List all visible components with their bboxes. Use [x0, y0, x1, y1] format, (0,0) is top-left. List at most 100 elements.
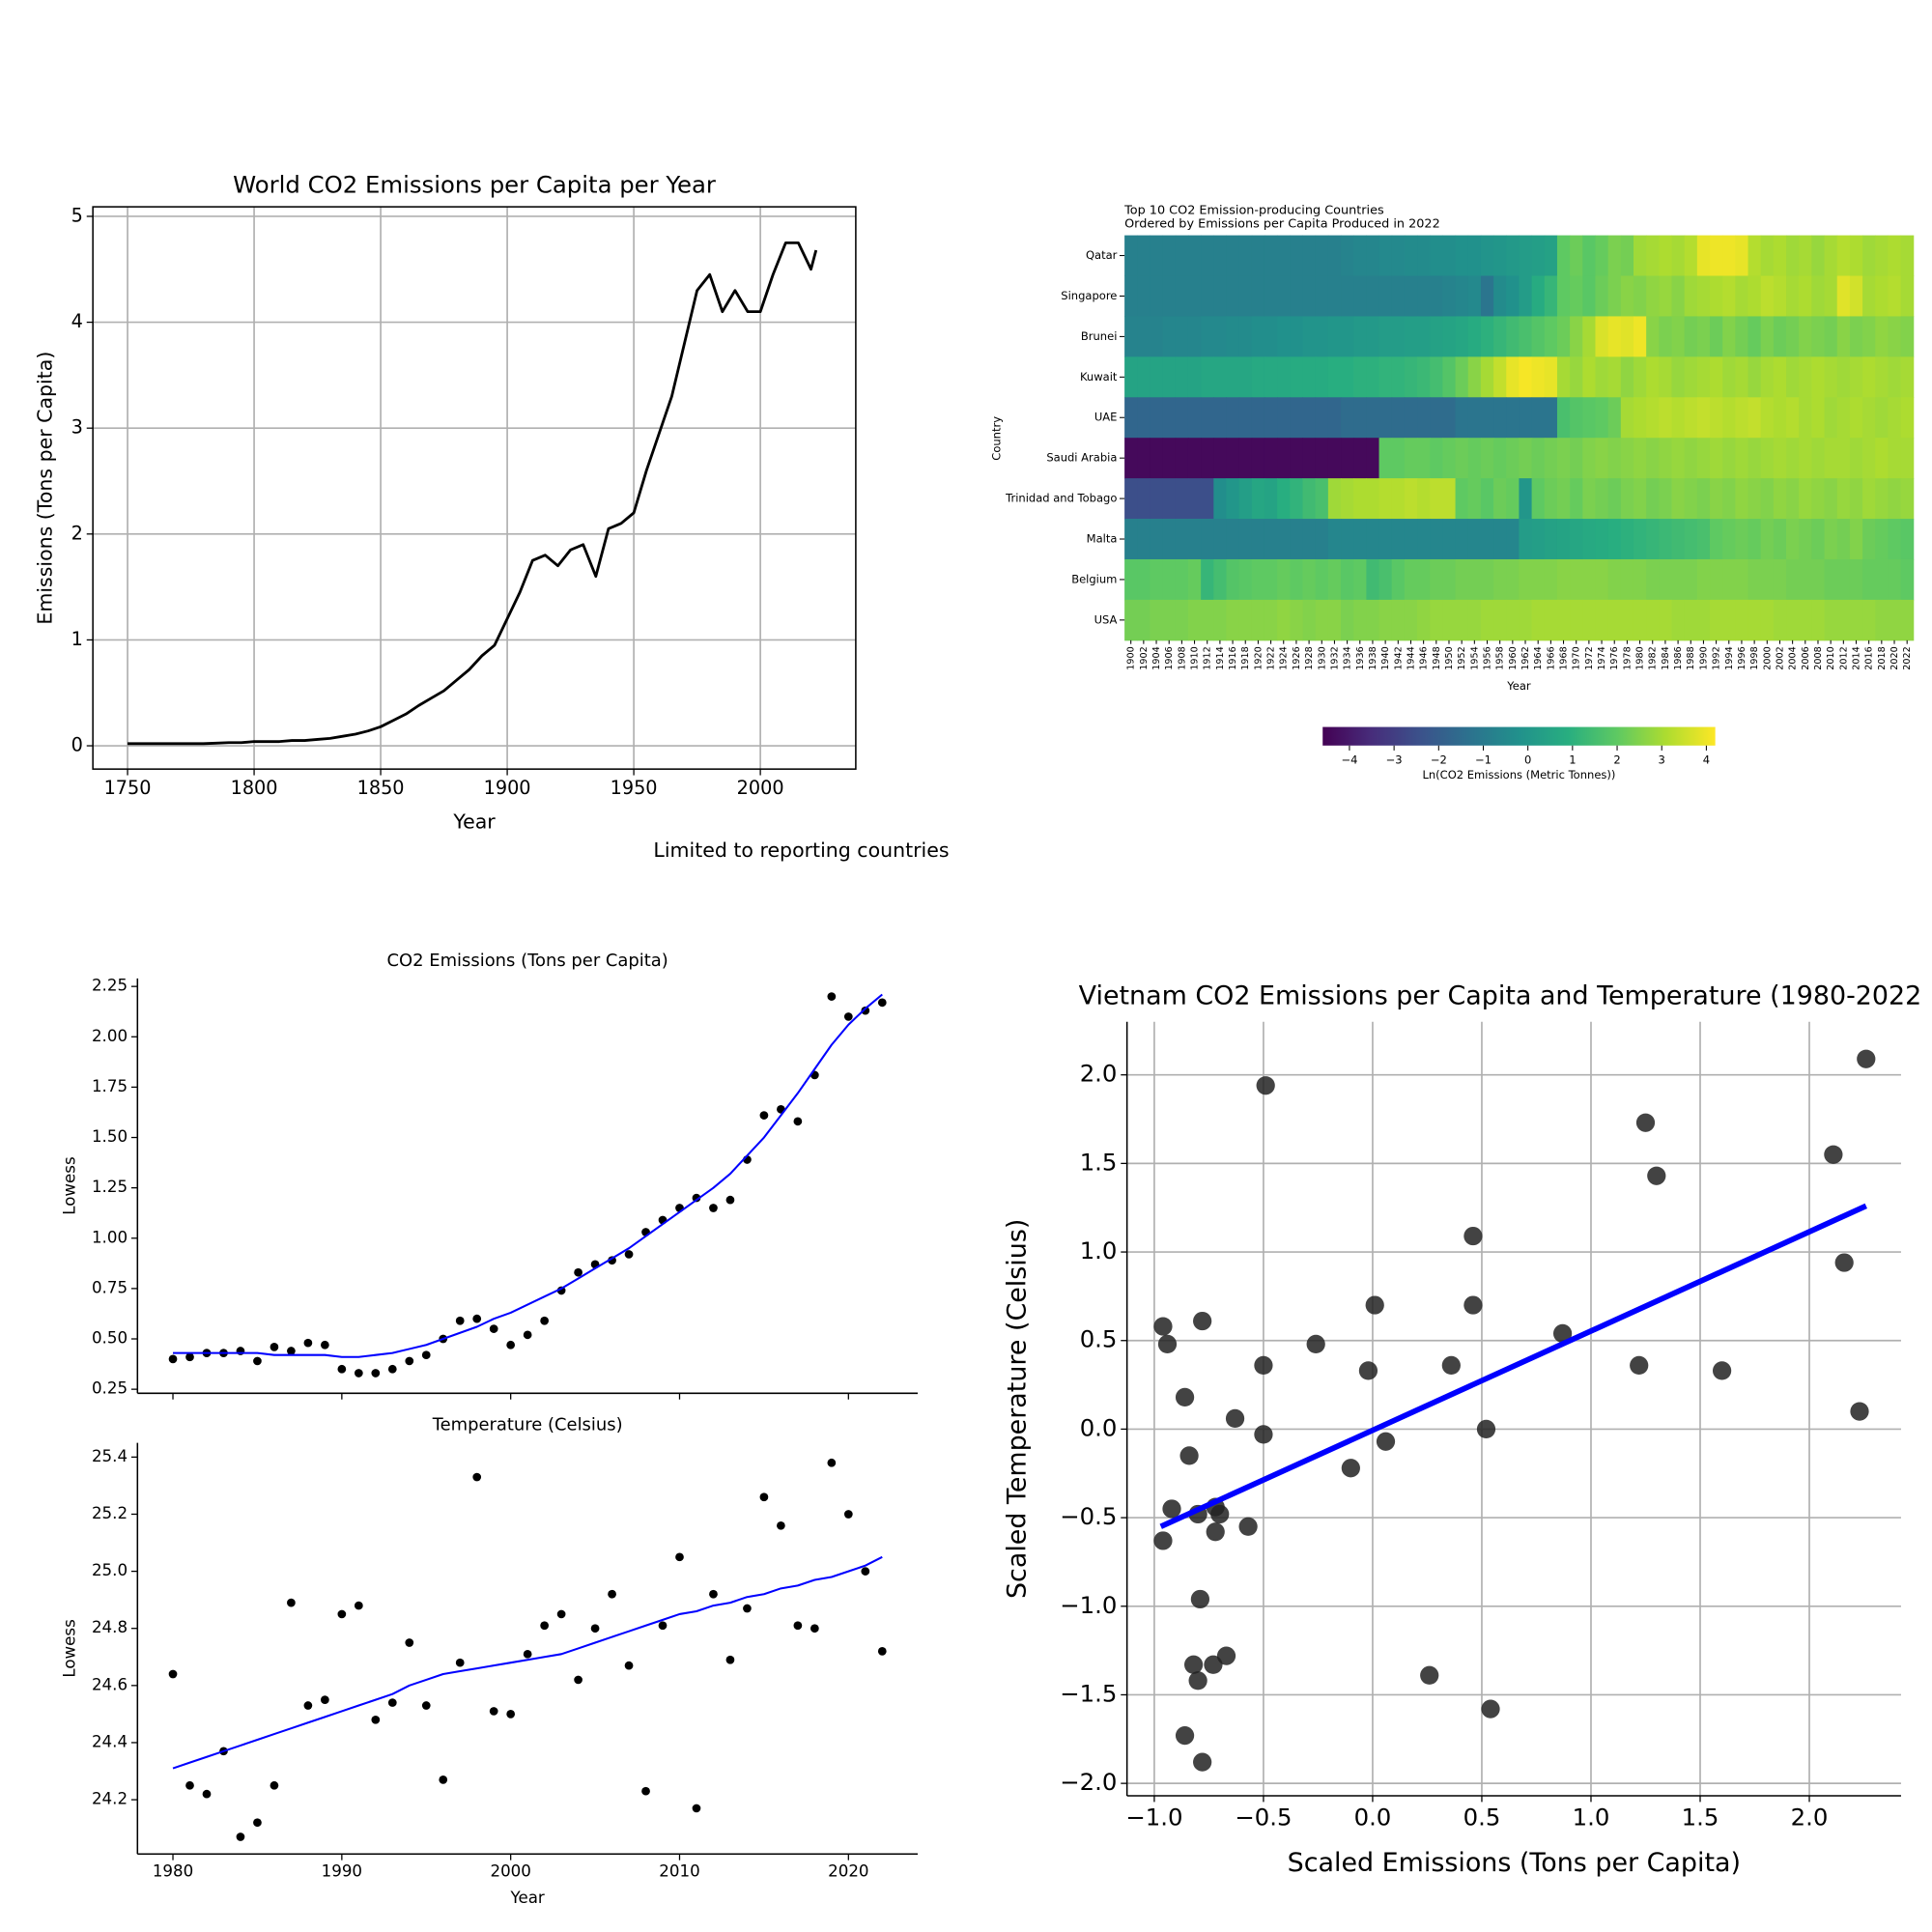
x-tick-label: −1.0 — [1125, 1804, 1182, 1832]
heat-cell — [1277, 519, 1291, 560]
heat-cell — [1862, 599, 1876, 641]
y-tick-label: Brunei — [1081, 329, 1118, 343]
heat-cell — [1607, 599, 1622, 641]
heat-cell — [1137, 275, 1151, 317]
heat-cell — [1582, 438, 1596, 479]
heat-cell — [1786, 397, 1800, 439]
heat-cell — [1251, 356, 1265, 398]
heat-cell — [1187, 275, 1202, 317]
x-tick-label: 1940 — [1380, 646, 1391, 669]
heat-cell — [1544, 519, 1558, 560]
heat-cell — [1366, 356, 1380, 398]
x-tick-label: 1904 — [1151, 646, 1162, 669]
heat-cell — [1150, 438, 1164, 479]
heat-cell — [1888, 478, 1902, 520]
heat-cell — [1150, 599, 1164, 641]
heat-cell — [1671, 235, 1686, 277]
data-point — [405, 1356, 414, 1366]
heat-cell — [1519, 235, 1533, 277]
data-point — [861, 1567, 870, 1576]
data-point — [1365, 1295, 1384, 1315]
heat-cell — [1888, 397, 1902, 439]
heat-cell — [1760, 316, 1775, 357]
heat-cell — [1187, 599, 1202, 641]
heat-cell — [1760, 438, 1775, 479]
heat-cell — [1480, 478, 1494, 520]
x-tick-label: 1950 — [611, 777, 658, 799]
heat-cell — [1659, 356, 1673, 398]
heat-cell — [1201, 235, 1214, 277]
heat-cell — [1391, 275, 1406, 317]
x-tick-label: 1964 — [1533, 646, 1544, 669]
heat-cell — [1213, 397, 1227, 439]
heat-cell — [1226, 356, 1240, 398]
x-tick-label: 1990 — [322, 1862, 362, 1881]
x-tick-label: 1980 — [153, 1862, 193, 1881]
heat-cell — [1710, 558, 1723, 601]
heat-cell — [1251, 316, 1265, 357]
y-tick-label: 0 — [71, 734, 83, 756]
heat-cell — [1849, 397, 1863, 439]
heat-cell — [1442, 438, 1457, 479]
heat-cell — [1455, 235, 1469, 277]
heat-cell — [1582, 275, 1596, 317]
heat-cell — [1226, 599, 1240, 641]
heat-cell — [1455, 316, 1469, 357]
heat-cell — [1786, 478, 1800, 520]
heat-cell — [1696, 519, 1711, 560]
data-point — [270, 1780, 279, 1790]
heat-cell — [1633, 478, 1647, 520]
heat-cell — [1799, 599, 1812, 641]
heat-cell — [1773, 599, 1787, 641]
data-point — [827, 1458, 837, 1467]
heat-cell — [1277, 438, 1291, 479]
heat-cell — [1544, 478, 1558, 520]
heat-cell — [1226, 235, 1240, 277]
heat-cell — [1735, 356, 1749, 398]
heat-cell — [1811, 558, 1826, 601]
data-point — [759, 1492, 769, 1502]
heat-cell — [1327, 558, 1342, 601]
data-point — [1463, 1226, 1483, 1246]
heat-cell — [1519, 478, 1533, 520]
heat-cell — [1684, 558, 1698, 601]
heat-cell — [1150, 235, 1164, 277]
heat-cell — [1747, 438, 1762, 479]
heat-cell — [1226, 397, 1240, 439]
heat-cell — [1493, 478, 1507, 520]
data-point — [574, 1675, 582, 1685]
heat-cell — [1531, 316, 1546, 357]
heat-cell — [1900, 235, 1915, 277]
x-tick-label: 1922 — [1266, 646, 1277, 669]
y-tick-label: 25.4 — [92, 1447, 128, 1465]
heat-cell — [1531, 478, 1546, 520]
data-point — [253, 1818, 262, 1828]
heat-cell — [1544, 356, 1558, 398]
data-point — [185, 1352, 194, 1362]
heat-cell — [1404, 316, 1418, 357]
y-axis-label: Country — [990, 416, 1004, 461]
y-tick-label: 25.2 — [92, 1504, 128, 1522]
heat-cell — [1684, 478, 1698, 520]
data-point — [759, 1111, 769, 1120]
y-tick-label: 0.75 — [92, 1278, 128, 1296]
heat-cell — [1404, 397, 1418, 439]
x-tick-label: 1994 — [1724, 646, 1735, 669]
heat-cell — [1341, 599, 1354, 641]
data-point — [371, 1715, 381, 1724]
x-tick-label: 1958 — [1495, 646, 1506, 669]
heat-cell — [1378, 599, 1393, 641]
x-tick-label: 2.0 — [1791, 1804, 1829, 1832]
data-point — [405, 1638, 414, 1647]
heat-cell — [1442, 599, 1457, 641]
heat-cell — [1315, 519, 1329, 560]
x-tick-label: 1926 — [1292, 646, 1302, 669]
heat-cell — [1467, 478, 1482, 520]
y-tick-label: 2.0 — [1080, 1060, 1118, 1088]
heat-cell — [1799, 275, 1812, 317]
x-tick-label: 1944 — [1406, 646, 1416, 669]
heat-cell — [1162, 599, 1177, 641]
heat-cell — [1417, 478, 1431, 520]
heat-cell — [1646, 316, 1660, 357]
heat-cell — [1175, 558, 1189, 601]
